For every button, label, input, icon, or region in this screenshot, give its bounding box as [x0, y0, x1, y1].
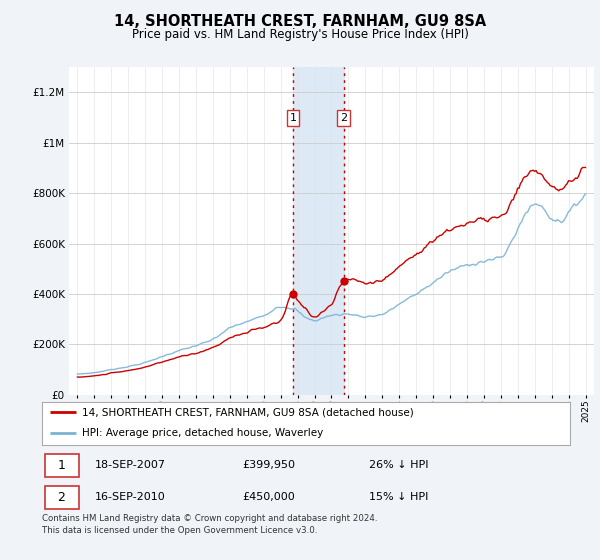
Text: 14, SHORTHEATH CREST, FARNHAM, GU9 8SA (detached house): 14, SHORTHEATH CREST, FARNHAM, GU9 8SA (…: [82, 407, 413, 417]
Text: 15% ↓ HPI: 15% ↓ HPI: [370, 492, 429, 502]
Bar: [293, 67, 344, 395]
Text: £399,950: £399,950: [242, 460, 296, 470]
FancyBboxPatch shape: [44, 486, 79, 508]
Text: 1: 1: [289, 113, 296, 123]
Text: 14, SHORTHEATH CREST, FARNHAM, GU9 8SA: 14, SHORTHEATH CREST, FARNHAM, GU9 8SA: [114, 14, 486, 29]
Text: 2: 2: [58, 491, 65, 504]
Text: 2: 2: [340, 113, 347, 123]
Text: HPI: Average price, detached house, Waverley: HPI: Average price, detached house, Wave…: [82, 428, 323, 438]
Text: Price paid vs. HM Land Registry's House Price Index (HPI): Price paid vs. HM Land Registry's House …: [131, 28, 469, 41]
Text: 1: 1: [58, 459, 65, 472]
Text: Contains HM Land Registry data © Crown copyright and database right 2024.
This d: Contains HM Land Registry data © Crown c…: [42, 514, 377, 535]
FancyBboxPatch shape: [44, 454, 79, 477]
Text: 18-SEP-2007: 18-SEP-2007: [95, 460, 166, 470]
Text: 26% ↓ HPI: 26% ↓ HPI: [370, 460, 429, 470]
Text: £450,000: £450,000: [242, 492, 295, 502]
Text: 16-SEP-2010: 16-SEP-2010: [95, 492, 166, 502]
